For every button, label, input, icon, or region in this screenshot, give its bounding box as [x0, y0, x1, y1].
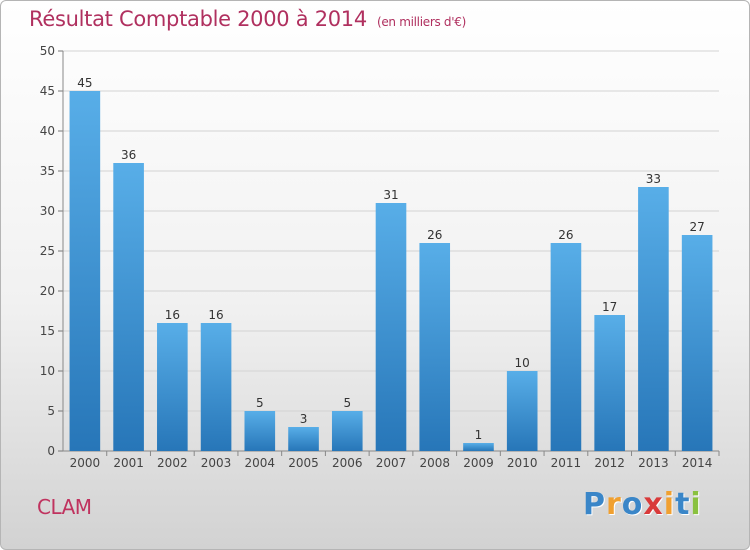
commune-name: CLAM: [37, 495, 92, 519]
bar-value-label: 26: [427, 228, 442, 242]
bar: [463, 443, 494, 451]
bar: [419, 243, 451, 451]
y-tick-label: 0: [47, 444, 55, 458]
y-tick-label: 50: [40, 44, 55, 58]
bar-value-label: 1: [475, 428, 483, 442]
bar-value-label: 27: [689, 220, 704, 234]
x-tick-label: 2013: [638, 456, 669, 470]
bar-value-label: 5: [256, 396, 264, 410]
bar: [288, 427, 319, 451]
bar: [331, 411, 363, 451]
x-tick-label: 2006: [332, 456, 363, 470]
y-tick-label: 25: [40, 244, 55, 258]
bar-value-label: 5: [343, 396, 351, 410]
x-tick-label: 2002: [157, 456, 188, 470]
logo-letter: r: [606, 487, 622, 522]
x-tick-label: 2001: [113, 456, 144, 470]
bar-value-label: 16: [208, 308, 223, 322]
y-tick-label: 35: [40, 164, 55, 178]
logo-letter: i: [690, 487, 702, 522]
bar: [506, 371, 538, 451]
x-tick-label: 2007: [376, 456, 407, 470]
x-tick-label: 2005: [288, 456, 319, 470]
bar: [638, 187, 669, 451]
bar-value-label: 26: [558, 228, 573, 242]
labels: 45 36 16 16 5 3 5 31 26 1 10 26 17 33 27: [77, 76, 705, 442]
bars: [69, 91, 713, 451]
y-tick-label: 5: [47, 404, 55, 418]
x-tick-label: 2012: [594, 456, 625, 470]
x-tick-label: 2009: [463, 456, 494, 470]
bar: [681, 235, 713, 451]
bar: [113, 163, 144, 451]
bar-value-label: 17: [602, 300, 617, 314]
y-tick-label: 30: [40, 204, 55, 218]
chart-title-text: Résultat Comptable 2000 à 2014: [29, 7, 367, 31]
y-tick-label: 10: [40, 364, 55, 378]
bar-value-label: 10: [515, 356, 530, 370]
bar-value-label: 36: [121, 148, 136, 162]
x-tick-label: 2010: [507, 456, 538, 470]
logo-letter: o: [621, 487, 644, 522]
proxiti-logo: Proxiti: [583, 487, 702, 522]
x-tick-label: 2011: [551, 456, 582, 470]
y-tick-label: 20: [40, 284, 55, 298]
x-tick-label: 2004: [245, 456, 276, 470]
bar: [244, 411, 276, 451]
bar-value-label: 33: [646, 172, 661, 186]
bar: [69, 91, 101, 451]
logo-letter: i: [663, 487, 676, 522]
bar-value-label: 16: [165, 308, 180, 322]
x-tick-label: 2003: [201, 456, 232, 470]
y-tick-label: 15: [40, 324, 55, 338]
chart-subtitle: (en milliers d'€): [376, 15, 466, 29]
bar: [157, 323, 188, 451]
logo-letter: P: [583, 487, 606, 522]
bar-value-label: 3: [300, 412, 308, 426]
logo-letter: t: [675, 487, 691, 522]
y-tick-label: 40: [40, 124, 55, 138]
x-tick-label: 2014: [682, 456, 713, 470]
chart-title: Résultat Comptable 2000 à 2014 (en millie…: [29, 7, 466, 31]
bar: [375, 203, 407, 451]
x-tick-label: 2000: [70, 456, 101, 470]
bar: [200, 323, 232, 451]
x-tick-label: 2008: [419, 456, 450, 470]
bar-value-label: 45: [77, 76, 92, 90]
bar: [550, 243, 582, 451]
logo-letter: x: [643, 487, 664, 522]
y-tick-label: 45: [40, 84, 55, 98]
bar-value-label: 31: [383, 188, 398, 202]
bar: [594, 315, 625, 451]
